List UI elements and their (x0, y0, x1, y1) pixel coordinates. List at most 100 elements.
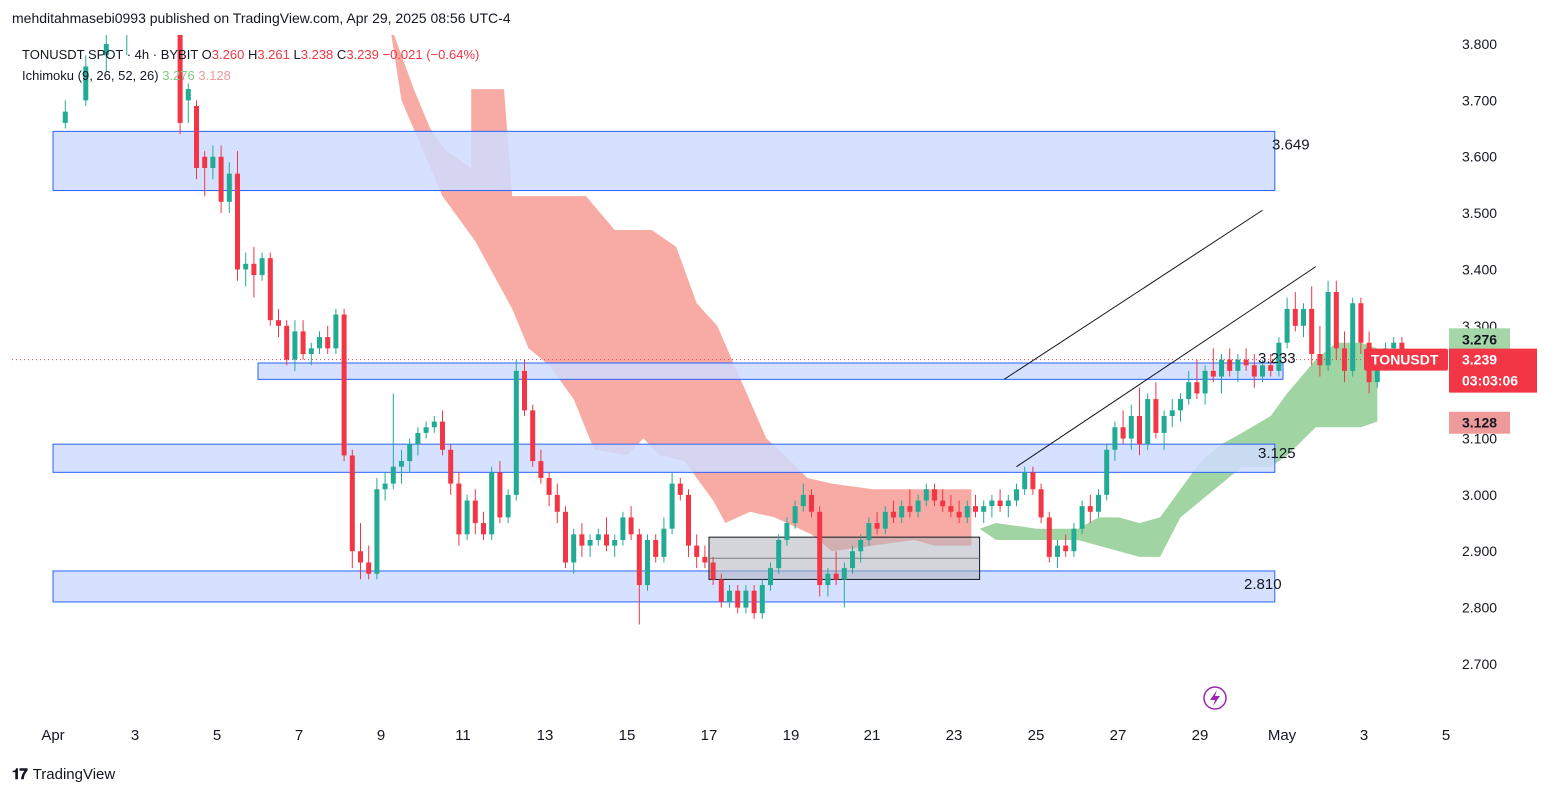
candle-body (1137, 415, 1142, 445)
y-tick-label: 2.900 (1462, 543, 1497, 559)
kijun-tag-text: 3.128 (1462, 415, 1497, 431)
x-tick-label: May (1268, 727, 1297, 744)
candle-body (1014, 489, 1019, 501)
y-tick-label: 3.500 (1462, 205, 1497, 221)
candle-body (1169, 410, 1175, 416)
y-tick-label: 3.100 (1462, 431, 1497, 447)
candle-body (1096, 494, 1101, 512)
candle-body (1186, 382, 1192, 400)
zone-label-2: 3.125 (1258, 445, 1296, 462)
tradingview-logo-icon[interactable]: 𝟏𝟕 (12, 766, 28, 783)
legend-change: −0.021 (−0.64%) (382, 47, 480, 62)
candle-body (694, 545, 700, 557)
candle-body (349, 455, 355, 552)
candle-body (1292, 308, 1298, 326)
x-tick-label: 7 (295, 727, 303, 744)
candle-body (907, 506, 913, 512)
candle-body (415, 432, 421, 445)
candle-body (554, 494, 560, 512)
legend-c-value: 3.239 (346, 47, 379, 62)
channel-line-1 (1016, 266, 1317, 468)
candle-body (399, 461, 404, 467)
x-tick-label: 21 (864, 727, 881, 744)
candle-body (83, 66, 89, 101)
candle-body (497, 472, 503, 518)
candle-body (833, 573, 839, 580)
candle-body (382, 483, 388, 490)
candle-body (284, 325, 290, 360)
legend-symbol[interactable]: TONUSDT SPOT · 4h · BYBIT (22, 47, 199, 62)
candle-body (620, 517, 626, 540)
candle-body (341, 314, 347, 456)
candle-body (1235, 359, 1241, 371)
lightning-icon-glyph (1210, 690, 1220, 706)
candle-body (103, 44, 109, 56)
candle-body (456, 483, 462, 535)
candle-body (1284, 308, 1290, 343)
candle-body (177, 35, 183, 123)
candle-body (481, 523, 486, 535)
candle-body (1046, 517, 1052, 557)
candle-body (1202, 370, 1208, 394)
candle-body (981, 506, 987, 512)
candle-body (727, 590, 732, 602)
ichimoku-cloud-bullish (979, 342, 1378, 557)
plot-area (12, 16, 1447, 625)
candle-body (1063, 545, 1069, 552)
x-tick-label: 13 (537, 727, 554, 744)
candle-body (1301, 308, 1306, 326)
x-tick-label: 3 (131, 727, 139, 744)
candle-body (997, 500, 1003, 507)
legend-indicator-name[interactable]: Ichimoku (9, 26, 52, 26) (22, 68, 159, 83)
candle-body (1194, 382, 1200, 394)
candle-body (850, 551, 855, 569)
x-tick-label: 25 (1028, 727, 1045, 744)
legend-l-label: L (293, 47, 301, 62)
candle-body (645, 539, 650, 586)
candle-body (358, 551, 363, 563)
candle-body (1219, 359, 1224, 377)
candle-body (1120, 427, 1126, 439)
candle-body (882, 511, 888, 529)
chart-legend: TONUSDT SPOT · 4h · BYBIT O3.260 H3.261 … (22, 44, 479, 86)
footer-brand[interactable]: TradingView (32, 766, 116, 783)
candle-body (923, 489, 929, 501)
candle-body (1055, 545, 1060, 557)
legend-ohlc-row: TONUSDT SPOT · 4h · BYBIT O3.260 H3.261 … (22, 44, 479, 65)
footer: 𝟏𝟕 TradingView (12, 766, 115, 783)
candle-body (792, 506, 798, 524)
candle-body (259, 258, 265, 276)
candle-body (292, 331, 298, 360)
candle-body (940, 500, 946, 507)
candle-body (595, 534, 601, 540)
candle-body (1112, 427, 1118, 450)
candle-body (325, 337, 331, 349)
candle-body (1317, 353, 1323, 366)
candle-body (784, 523, 790, 540)
candle-body (702, 556, 708, 563)
candle-body (710, 562, 716, 580)
candle-body (210, 156, 216, 168)
tenkan-tag-text: 3.276 (1462, 331, 1497, 347)
candle-body (768, 568, 773, 586)
legend-h-label: H (247, 47, 258, 62)
candle-body (472, 500, 478, 524)
candle-body (751, 590, 757, 614)
y-tick-label: 3.000 (1462, 487, 1497, 503)
candle-body (1268, 365, 1274, 371)
candle-body (964, 506, 970, 518)
candle-body (431, 421, 437, 428)
candle-body (1030, 472, 1036, 490)
candle-body (157, 16, 162, 27)
candle-body (1087, 506, 1093, 512)
legend-l-value: 3.238 (300, 47, 334, 62)
tenkan-tag-bg (1449, 328, 1510, 351)
candle-body (563, 511, 568, 563)
candle-body (1022, 472, 1028, 490)
y-tick-label: 3.400 (1462, 261, 1497, 277)
candle-body (1243, 359, 1249, 366)
price-chart[interactable]: 3.649 3.233 3.125 2.810 3.800 3.700 3.600 3.500… (0, 0, 1554, 760)
candle-body (956, 511, 962, 518)
candle-body (1005, 500, 1011, 507)
publisher-caption: mehditahmasebi0993 published on TradingV… (12, 10, 511, 26)
